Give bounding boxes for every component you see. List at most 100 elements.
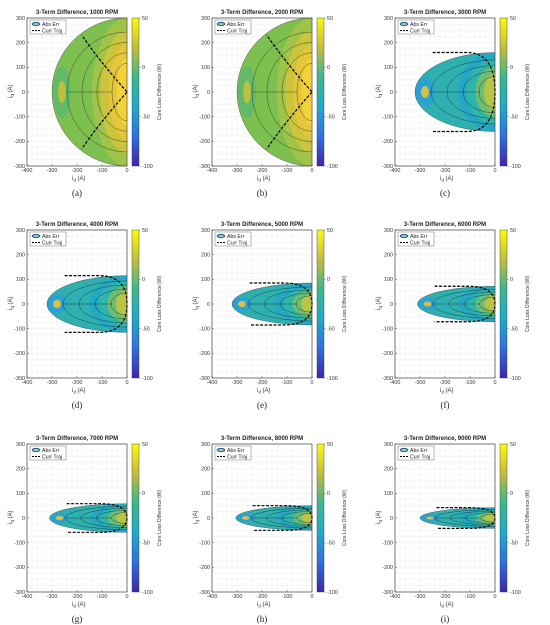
x-tick-label: -300: [47, 380, 58, 386]
x-axis-symbol: i: [440, 388, 441, 394]
x-tick-label: -200: [72, 380, 83, 386]
x-tick-label: 0: [311, 380, 314, 386]
y-tick-label: 300: [384, 16, 393, 22]
y-axis-label: iq (A): [193, 296, 200, 310]
colorbar-tick-label: 0: [327, 65, 330, 71]
x-tick-label: -300: [415, 380, 426, 386]
legend-curr-traj-label: Curr Traj: [410, 455, 430, 461]
panel-6: 3-Term Difference, 6000 RPM-400 -300 -200-…: [376, 222, 531, 410]
current-trajectory: [64, 275, 128, 333]
x-tick-label: 0: [311, 594, 314, 600]
x-tick-label: -100: [282, 380, 293, 386]
contour-band: [484, 295, 495, 313]
legend-curr-traj-label: Curr Traj: [410, 241, 430, 247]
contour-core: [53, 299, 61, 309]
colorbar-tick-label: -50: [510, 540, 518, 546]
y-tick-label: -300: [14, 590, 25, 596]
y-tick-label: 200: [201, 40, 210, 46]
x-axis-symbol: i: [257, 176, 258, 182]
panel-caption: (i): [441, 614, 450, 624]
colorbar-label: Core Loss Difference (W): [525, 64, 531, 121]
panel-caption: (a): [72, 188, 82, 198]
colorbar-tick-label: -100: [510, 164, 521, 170]
x-tick-label: -300: [232, 380, 243, 386]
x-axis-symbol: i: [72, 388, 73, 394]
x-axis-symbol: i: [440, 176, 441, 182]
y-tick-label: -300: [199, 164, 210, 170]
y-tick-label: 100: [384, 65, 393, 71]
x-axis-label: id (A): [257, 388, 271, 395]
y-axis-symbol: i: [193, 309, 199, 310]
colorbar-tick-label: -100: [510, 376, 521, 382]
panel-title: 3-Term Difference, 7000 RPM: [36, 436, 118, 442]
contour-band: [108, 44, 127, 140]
colorbar-tick-label: 0: [510, 491, 513, 497]
legend-abs-err-core: [402, 235, 406, 237]
colorbar-tick-label: -100: [510, 590, 521, 596]
x-tick-label: -100: [282, 168, 293, 174]
y-tick-label: -200: [199, 565, 210, 571]
x-tick-label: -100: [97, 168, 108, 174]
x-tick-label: 0: [494, 380, 497, 386]
x-tick-label: -300: [415, 168, 426, 174]
y-tick-label: 100: [384, 277, 393, 283]
contour-core: [55, 515, 64, 521]
colorbar-tick-label: -50: [327, 540, 335, 546]
y-axis-subscript: q: [195, 520, 200, 523]
current-trajectory: [66, 503, 128, 533]
y-axis-subscript: q: [10, 94, 15, 97]
x-axis-label: id (A): [72, 602, 86, 609]
y-axis-unit: (A): [193, 84, 199, 94]
contour-core: [238, 300, 246, 308]
colorbar: [316, 17, 325, 167]
x-axis-unit: (A): [76, 388, 86, 394]
y-tick-label: -300: [382, 590, 393, 596]
x-axis-unit: (A): [261, 388, 271, 394]
region-outline: [46, 275, 128, 333]
y-tick-label: -100: [14, 326, 25, 332]
y-axis-label: iq (A): [376, 296, 383, 310]
y-axis-label: iq (A): [8, 84, 15, 98]
x-axis-symbol: i: [72, 602, 73, 608]
panel-3: 3-Term Difference, 3000 RPM-400 -300 -200-…: [376, 10, 531, 198]
panel-title: 3-Term Difference, 9000 RPM: [404, 436, 486, 442]
y-axis-unit: (A): [8, 510, 14, 520]
panel-caption: (f): [441, 400, 450, 410]
y-tick-label: -300: [382, 376, 393, 382]
y-axis-label: iq (A): [8, 510, 15, 524]
colorbar-label: Core Loss Difference (W): [157, 276, 163, 333]
x-axis-unit: (A): [261, 602, 271, 608]
legend-abs-err-label: Abs Err: [410, 234, 428, 240]
x-tick-label: -200: [257, 380, 268, 386]
x-axis-unit: (A): [444, 388, 454, 394]
y-tick-label: 100: [201, 277, 210, 283]
y-axis-symbol: i: [376, 97, 382, 98]
colorbar-tick-label: 50: [142, 442, 148, 448]
x-tick-label: 0: [311, 168, 314, 174]
colorbar-tick-label: 50: [510, 16, 516, 22]
y-tick-label: 0: [22, 302, 25, 308]
legend-abs-err-label: Abs Err: [42, 448, 60, 454]
panel-title: 3-Term Difference, 6000 RPM: [404, 222, 486, 228]
panel-9: 3-Term Difference, 9000 RPM-400 -300 -200-…: [376, 436, 531, 624]
x-axis-unit: (A): [444, 176, 454, 182]
x-axis-unit: (A): [261, 176, 271, 182]
colorbar-tick-label: -50: [510, 114, 518, 120]
x-axis-subscript: d: [73, 178, 76, 183]
colorbar: [499, 443, 508, 593]
x-axis-label: id (A): [72, 176, 86, 183]
legend-curr-traj-label: Curr Traj: [227, 241, 247, 247]
colorbar-label: Core Loss Difference (W): [157, 64, 163, 121]
x-tick-label: 0: [126, 380, 129, 386]
colorbar-label: Core Loss Difference (W): [342, 276, 348, 333]
y-axis-label: iq (A): [376, 84, 383, 98]
y-tick-label: 0: [207, 516, 210, 522]
colorbar-label: Core Loss Difference (W): [525, 490, 531, 547]
legend-curr-traj-label: Curr Traj: [42, 455, 62, 461]
colorbar-tick-label: -50: [327, 326, 335, 332]
region-outline: [414, 52, 496, 132]
y-tick-label: -100: [14, 114, 25, 120]
